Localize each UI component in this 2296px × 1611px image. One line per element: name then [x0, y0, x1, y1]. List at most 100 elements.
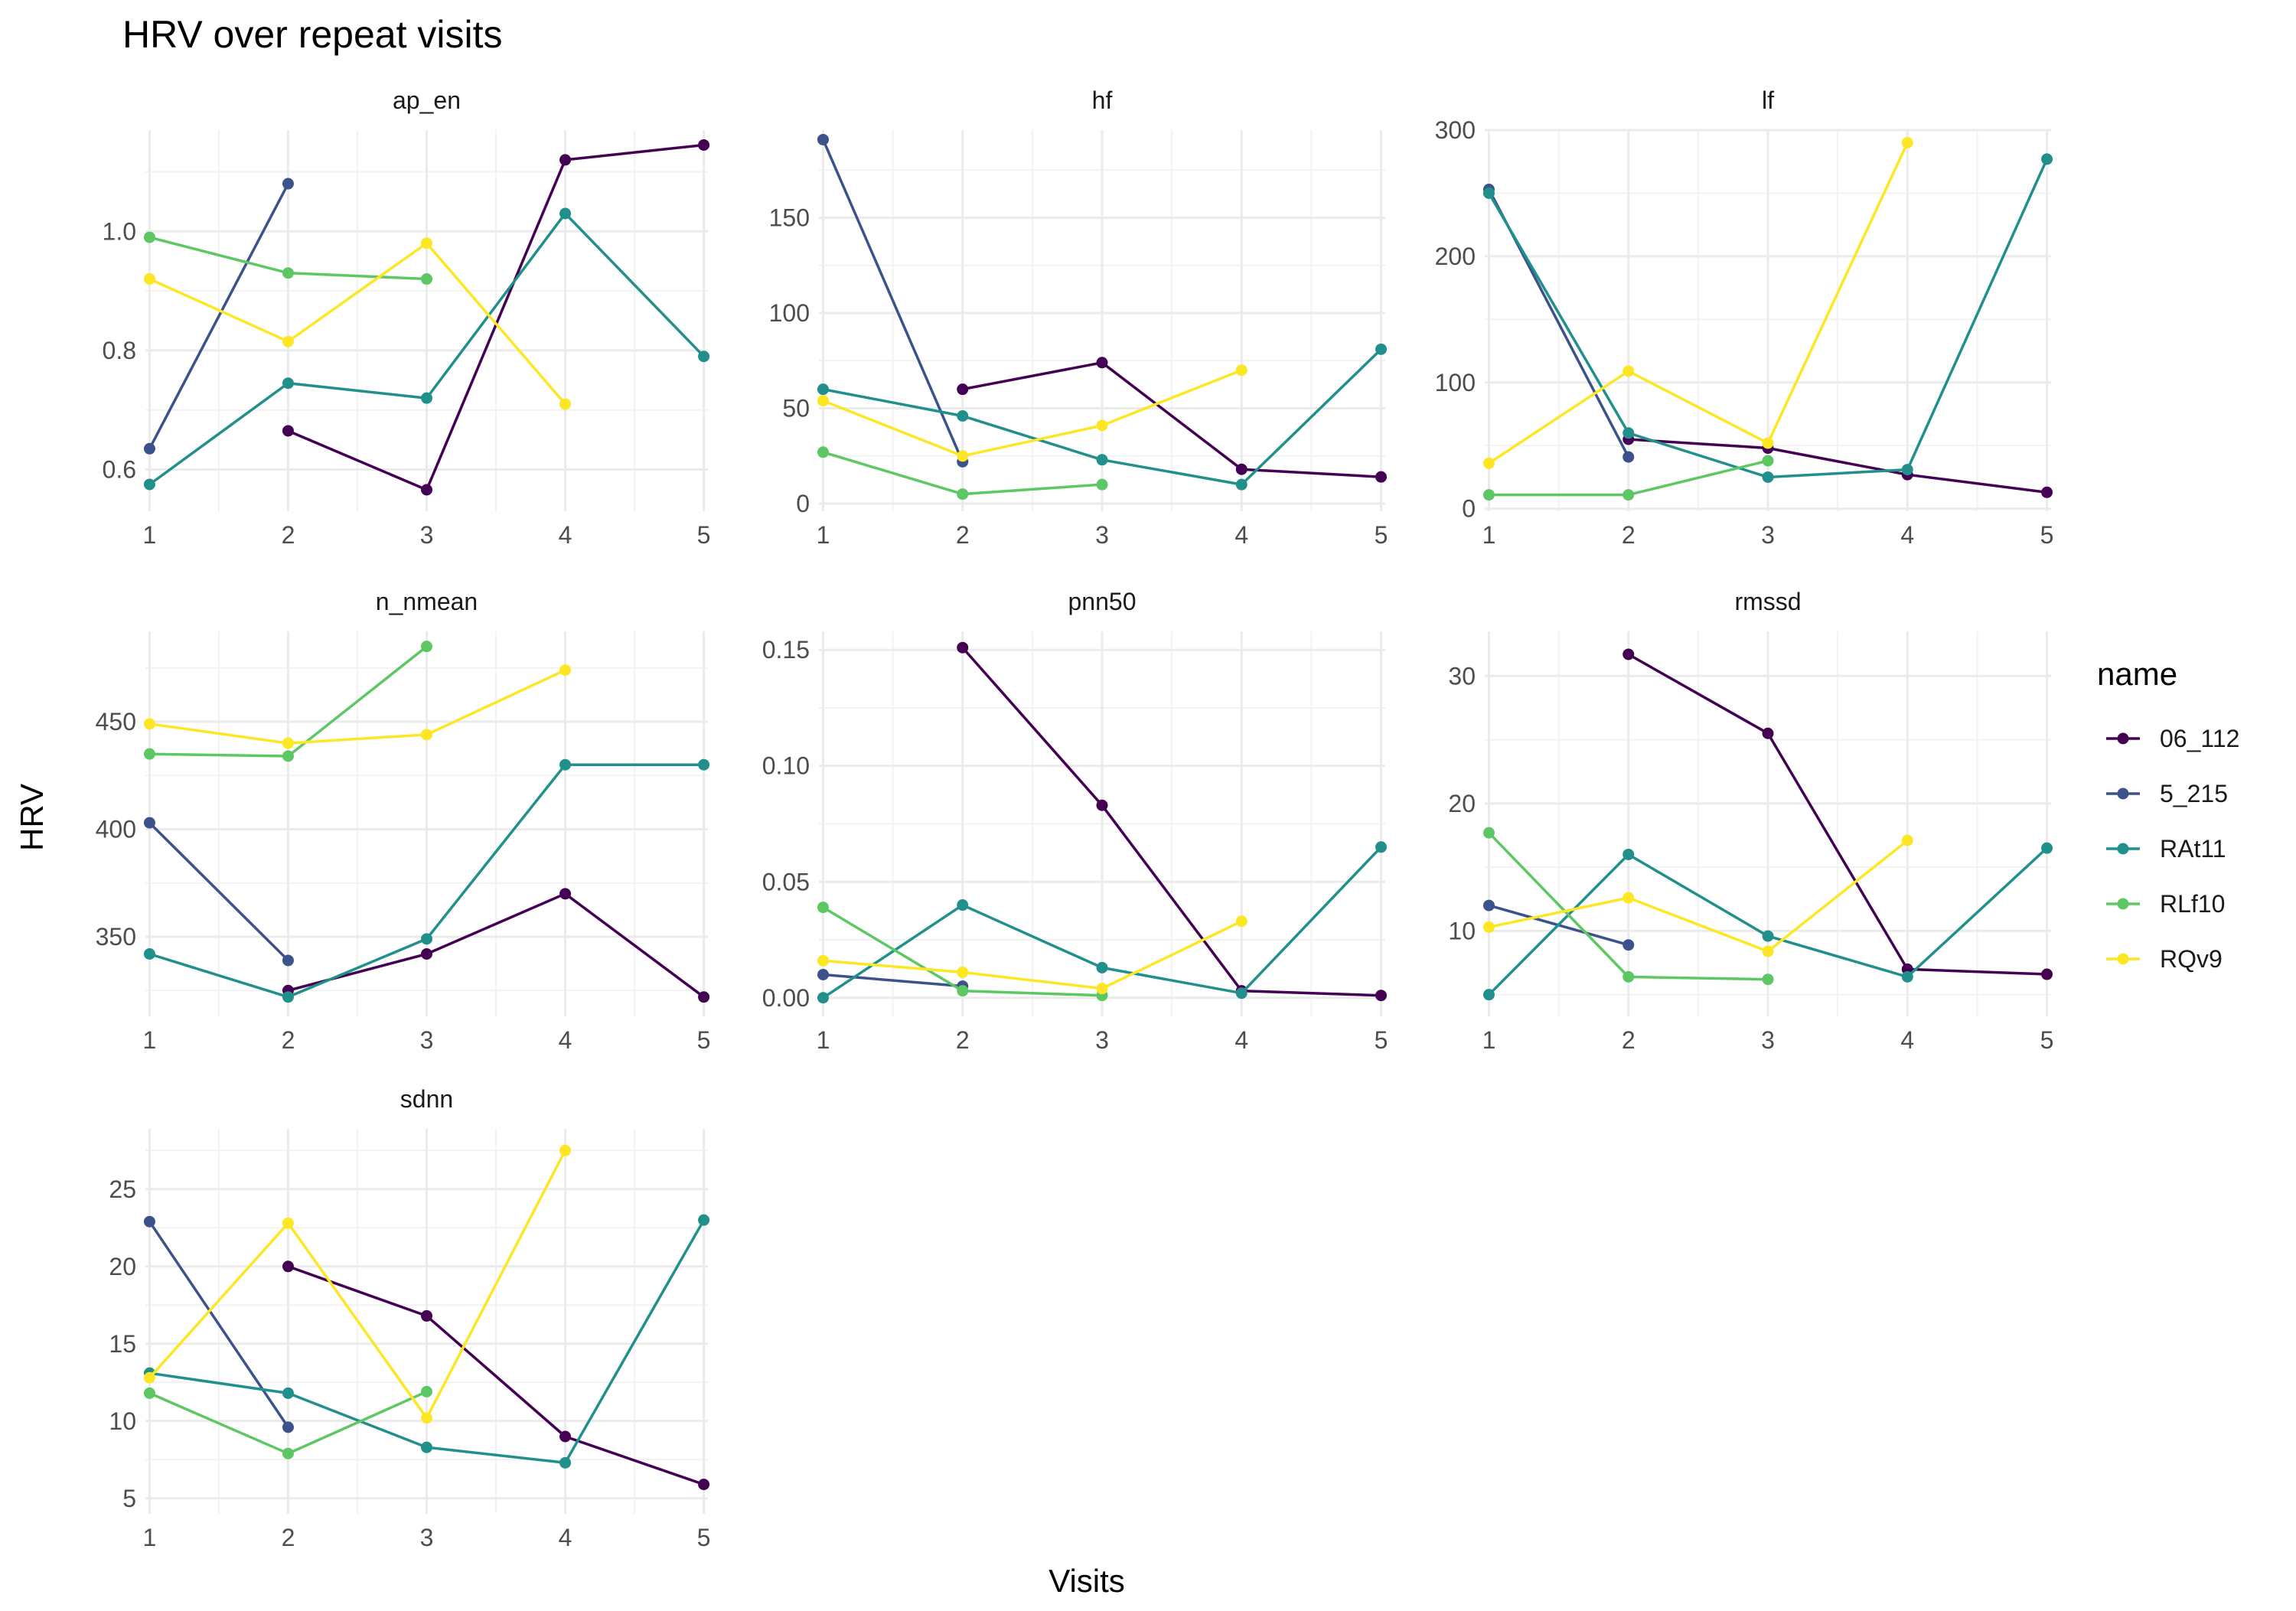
data-point-RAt11 — [957, 410, 969, 422]
data-point-RQv9 — [421, 729, 432, 741]
data-point-06_112 — [957, 641, 969, 654]
data-point-RLf10 — [421, 273, 432, 285]
data-point-RLf10 — [1623, 489, 1635, 501]
series-line-06_112 — [288, 892, 705, 999]
y-tick-label: 15 — [109, 1330, 136, 1358]
data-point-06_112 — [1375, 471, 1388, 483]
data-point-RQv9 — [1096, 983, 1108, 995]
data-point-RLf10 — [421, 641, 432, 653]
data-point-RAt11 — [2041, 153, 2053, 165]
data-point-RLf10 — [421, 1385, 432, 1397]
data-point-06_112 — [1623, 648, 1635, 660]
data-point-RAt11 — [421, 392, 432, 404]
data-point-RAt11 — [282, 991, 294, 1003]
legend-title: name — [2097, 656, 2177, 692]
data-point-RLf10 — [143, 231, 155, 243]
panel-pnn50: 1 2 3 4 5 0.00 0.05 0.10 0.15 pnn50 — [762, 588, 1388, 1054]
legend: name 06_112 5_215 RAt11 RLf10 RQv9 — [2097, 656, 2239, 973]
data-point-RQv9 — [1623, 365, 1635, 377]
x-tick-label: 3 — [420, 521, 434, 549]
data-point-RAt11 — [698, 1214, 710, 1226]
x-tick-label: 2 — [956, 1026, 970, 1054]
y-tick-label: 0.15 — [762, 636, 810, 664]
panel-ap_en: 1 2 3 4 5 0.6 0.8 1.0 ap_en — [103, 86, 711, 549]
data-point-RAt11 — [698, 758, 710, 771]
legend-label: RLf10 — [2160, 890, 2225, 918]
x-tick-label: 5 — [697, 1524, 711, 1551]
series-line-06_112 — [962, 361, 1381, 478]
panel-strip-label: pnn50 — [1068, 588, 1137, 615]
x-tick-label: 4 — [1900, 1026, 1914, 1054]
legend-key-point — [2117, 788, 2129, 800]
x-tick-label: 1 — [143, 1524, 157, 1551]
data-point-RLf10 — [143, 748, 155, 760]
panel-n_nmean: 1 2 3 4 5 350 400 450 n_nmean — [96, 588, 711, 1054]
data-point-06_112 — [2041, 486, 2053, 498]
data-point-06_112 — [2041, 968, 2053, 980]
data-point-RQv9 — [421, 237, 432, 249]
panel-strip-label: hf — [1092, 86, 1113, 114]
y-tick-label: 5 — [122, 1485, 136, 1512]
y-tick-label: 25 — [109, 1176, 136, 1203]
data-point-5_215 — [282, 1421, 294, 1433]
data-point-06_112 — [957, 383, 969, 396]
data-point-5_215 — [817, 133, 829, 145]
y-tick-label: 350 — [96, 923, 136, 951]
data-point-RAt11 — [1375, 343, 1388, 355]
data-point-RAt11 — [817, 992, 829, 1004]
series-line-RQv9 — [149, 669, 566, 745]
x-tick-label: 3 — [420, 1026, 434, 1054]
y-tick-label: 300 — [1435, 116, 1476, 144]
data-point-RQv9 — [1901, 136, 1913, 148]
y-tick-label: 400 — [96, 816, 136, 843]
data-point-RAt11 — [1235, 478, 1247, 491]
data-point-RAt11 — [421, 933, 432, 945]
data-point-RAt11 — [1762, 471, 1774, 483]
series-line-RQv9 — [822, 369, 1242, 458]
data-point-RQv9 — [1762, 437, 1774, 449]
data-point-RAt11 — [282, 1387, 294, 1399]
x-tick-label: 5 — [1375, 1026, 1388, 1054]
x-tick-label: 2 — [282, 521, 295, 549]
series-line-5_215 — [823, 973, 963, 988]
data-point-5_215 — [282, 954, 294, 967]
data-point-RQv9 — [282, 1217, 294, 1229]
y-tick-label: 20 — [1448, 790, 1476, 817]
legend-item-RQv9: RQv9 — [2106, 945, 2223, 973]
data-point-06_112 — [1375, 990, 1388, 1002]
x-tick-label: 4 — [1900, 521, 1914, 549]
x-tick-label: 4 — [1234, 1026, 1248, 1054]
data-point-RLf10 — [1623, 970, 1635, 983]
y-tick-label: 30 — [1448, 662, 1476, 690]
data-point-RAt11 — [143, 948, 155, 960]
data-point-RLf10 — [1762, 973, 1774, 986]
y-tick-label: 0 — [1462, 495, 1476, 523]
data-point-RQv9 — [421, 1412, 432, 1424]
x-tick-label: 4 — [559, 1026, 572, 1054]
y-tick-label: 10 — [1448, 917, 1476, 944]
data-point-RQv9 — [1482, 457, 1495, 469]
x-tick-label: 1 — [1482, 1026, 1496, 1054]
data-point-RLf10 — [282, 267, 294, 279]
data-point-RQv9 — [282, 335, 294, 347]
data-point-06_112 — [1762, 727, 1774, 739]
data-point-RQv9 — [1235, 915, 1247, 928]
y-tick-label: 20 — [109, 1253, 136, 1280]
data-point-RQv9 — [957, 450, 969, 462]
data-point-RLf10 — [1096, 478, 1108, 491]
x-tick-label: 3 — [1095, 521, 1109, 549]
data-point-5_215 — [817, 968, 829, 980]
data-point-5_215 — [143, 1215, 155, 1228]
data-point-RAt11 — [559, 207, 572, 220]
data-point-5_215 — [143, 817, 155, 829]
panel-strip-label: sdnn — [400, 1085, 453, 1113]
data-point-RLf10 — [817, 446, 829, 458]
panel-sdnn: 1 2 3 4 5 5 10 15 20 25 sdnn — [109, 1085, 710, 1551]
data-point-RQv9 — [1096, 419, 1108, 432]
y-tick-label: 0.8 — [103, 337, 136, 364]
legend-key-point — [2117, 843, 2129, 855]
x-tick-label: 5 — [1375, 521, 1388, 549]
legend-item-RAt11: RAt11 — [2106, 835, 2226, 863]
data-point-RQv9 — [1235, 364, 1247, 377]
